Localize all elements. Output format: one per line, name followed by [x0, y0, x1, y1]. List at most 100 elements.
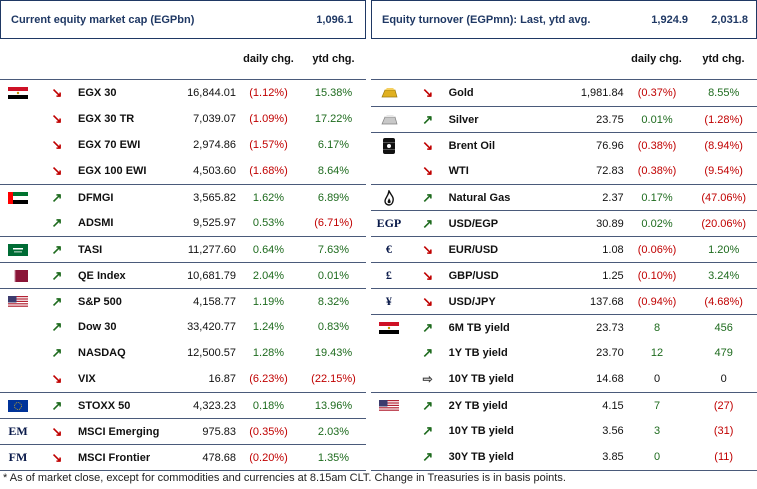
instrument-name: EGX 100 EWI — [78, 165, 147, 177]
daily-change: (0.06%) — [637, 243, 677, 256]
instrument-value: 23.70 — [596, 347, 624, 359]
instrument-name: MSCI Emerging — [78, 425, 160, 438]
em-text-icon: EM — [0, 419, 36, 445]
instrument-value: 975.83 — [202, 425, 236, 438]
table-row: ↘ VIX 16.87 (6.23%) (22.15%) — [0, 366, 366, 392]
ytd-change: 19.43% — [314, 347, 353, 359]
table-row: ↘ WTI 72.83 (0.38%) (9.54%) — [371, 158, 757, 184]
arrow-down-icon: ↘ — [51, 163, 63, 178]
uae-flag-icon — [0, 185, 36, 211]
arrow-up-icon: ↗ — [422, 319, 434, 335]
arrow-up-icon: ↗ — [422, 189, 434, 205]
daily-change: 0.53% — [252, 217, 285, 229]
arrow-up-icon: ↗ — [51, 345, 63, 360]
instrument-name: QE Index — [78, 269, 126, 282]
instrument-name: EUR/USD — [448, 243, 499, 256]
arrow-up-icon: ↗ — [422, 449, 434, 464]
instrument-value: 33,420.77 — [187, 321, 236, 333]
ytd-change: (20.06%) — [701, 217, 746, 230]
instrument-value: 7,039.07 — [193, 113, 236, 125]
arrow-up-icon: ↗ — [422, 397, 434, 413]
daily-change: (1.09%) — [249, 113, 288, 125]
icon-cell — [0, 158, 36, 184]
daily-change: (0.38%) — [637, 139, 677, 152]
table-row: ↗ TASI 11,277.60 0.64% 7.63% — [0, 236, 366, 262]
instrument-name: NASDAQ — [78, 347, 126, 359]
instrument-name: Brent Oil — [448, 139, 496, 152]
daily-change: (6.23%) — [249, 373, 288, 385]
table-row: ↘ EGX 70 EWI 2,974.86 (1.57%) 6.17% — [0, 132, 366, 158]
instrument-name: 30Y TB yield — [448, 451, 514, 463]
instrument-name: Gold — [448, 87, 474, 99]
arrow-up-icon: ↗ — [51, 293, 63, 309]
ytd-change: 6.89% — [317, 191, 350, 204]
daily-change: (0.38%) — [637, 165, 677, 177]
arrow-up-icon: ↗ — [422, 345, 434, 360]
icon-cell — [371, 340, 407, 366]
egypt-flag-icon — [371, 315, 407, 341]
daily-change: 12 — [650, 347, 664, 359]
egp-text-icon: EGP — [371, 211, 407, 237]
silver-bar-icon — [371, 107, 407, 133]
table-row: ↘ EGX 100 EWI 4,503.60 (1.68%) 8.64% — [0, 158, 366, 184]
instrument-value: 4.15 — [602, 399, 624, 412]
ytd-change: 8.32% — [317, 295, 350, 308]
table-row: ↘ EGX 30 TR 7,039.07 (1.09%) 17.22% — [0, 106, 366, 132]
daily-change: 1.28% — [252, 347, 285, 359]
table-row: ↗ 30Y TB yield 3.85 0 (11) — [371, 444, 757, 470]
instrument-value: 11,277.60 — [187, 243, 236, 256]
arrow-up-icon: ↗ — [51, 397, 63, 413]
ytd-change: 17.22% — [314, 113, 353, 125]
equity-market-cap-value: 1,096.1 — [316, 13, 353, 26]
fm-text-icon: FM — [0, 445, 36, 471]
ytd-change: 0.83% — [317, 321, 350, 333]
arrow-down-icon: ↘ — [51, 85, 63, 100]
arrow-down-icon: ↘ — [51, 111, 63, 126]
instrument-value: 16,844.01 — [187, 87, 236, 99]
daily-change: (1.12%) — [249, 87, 288, 99]
equity-rows: ↘ EGX 30 16,844.01 (1.12%) 15.38% ↘ EGX 30 TR 7… — [0, 79, 366, 471]
daily-change: (1.68%) — [249, 165, 288, 177]
instrument-name: S&P 500 — [78, 295, 122, 308]
instrument-name: USD/JPY — [448, 295, 496, 308]
instrument-name: GBP/USD — [448, 269, 499, 282]
table-row: ↗ Silver 23.75 0.01% (1.28%) — [371, 106, 757, 132]
table-row: ↗ QE Index 10,681.79 2.04% 0.01% — [0, 262, 366, 288]
ytd-change: (9.54%) — [704, 165, 743, 177]
instrument-value: 1.08 — [602, 243, 624, 256]
ytd-change: 13.96% — [314, 399, 353, 412]
instrument-name: 6M TB yield — [448, 321, 510, 334]
instrument-name: Natural Gas — [448, 191, 511, 204]
table-row: ↗ Dow 30 33,420.77 1.24% 0.83% — [0, 314, 366, 340]
commodities-panel: Equity turnover (EGPmn): Last, ytd avg. … — [371, 0, 757, 471]
instrument-name: 10Y TB yield — [448, 373, 514, 385]
table-row: ↗ ADSMI 9,525.97 0.53% (6.71%) — [0, 210, 366, 236]
table-row: ↗ 1Y TB yield 23.70 12 479 — [371, 340, 757, 366]
ytd-change: (11) — [714, 451, 734, 463]
commodities-rows: ↘ Gold 1,981.84 (0.37%) 8.55% ↗ Silver 23.75 0.0… — [371, 79, 757, 471]
daily-change-header: daily chg. — [243, 53, 294, 65]
arrow-down-icon: ↘ — [51, 449, 63, 465]
daily-change: 2.04% — [252, 269, 285, 282]
daily-change: 0.64% — [252, 243, 285, 256]
table-row: ↘ EGX 30 16,844.01 (1.12%) 15.38% — [0, 80, 366, 106]
turnover-ytd-avg-value: 2,031.8 — [711, 13, 748, 26]
arrow-up-icon: ↗ — [51, 241, 63, 257]
footnote: * As of market close, except for commodi… — [3, 472, 566, 484]
ytd-change: 7.63% — [317, 243, 350, 256]
instrument-name: Dow 30 — [78, 321, 117, 333]
icon-cell — [0, 314, 36, 340]
table-row: ↗ 6M TB yield 23.73 8 456 — [371, 314, 757, 340]
ytd-change-header: ytd chg. — [702, 53, 745, 65]
daily-change: 0.01% — [641, 113, 673, 126]
instrument-name: 10Y TB yield — [448, 425, 514, 437]
daily-change-header: daily chg. — [631, 53, 682, 65]
instrument-value: 2,974.86 — [193, 139, 236, 151]
commodities-column-headers: daily chg. ytd chg. — [371, 39, 757, 79]
saudi-flag-icon — [0, 237, 36, 263]
instrument-value: 16.87 — [208, 373, 236, 385]
table-row: ↗ Natural Gas 2.37 0.17% (47.06%) — [371, 184, 757, 210]
ytd-change: 15.38% — [314, 87, 353, 99]
instrument-value: 478.68 — [202, 451, 236, 464]
daily-change: (0.37%) — [637, 87, 677, 99]
